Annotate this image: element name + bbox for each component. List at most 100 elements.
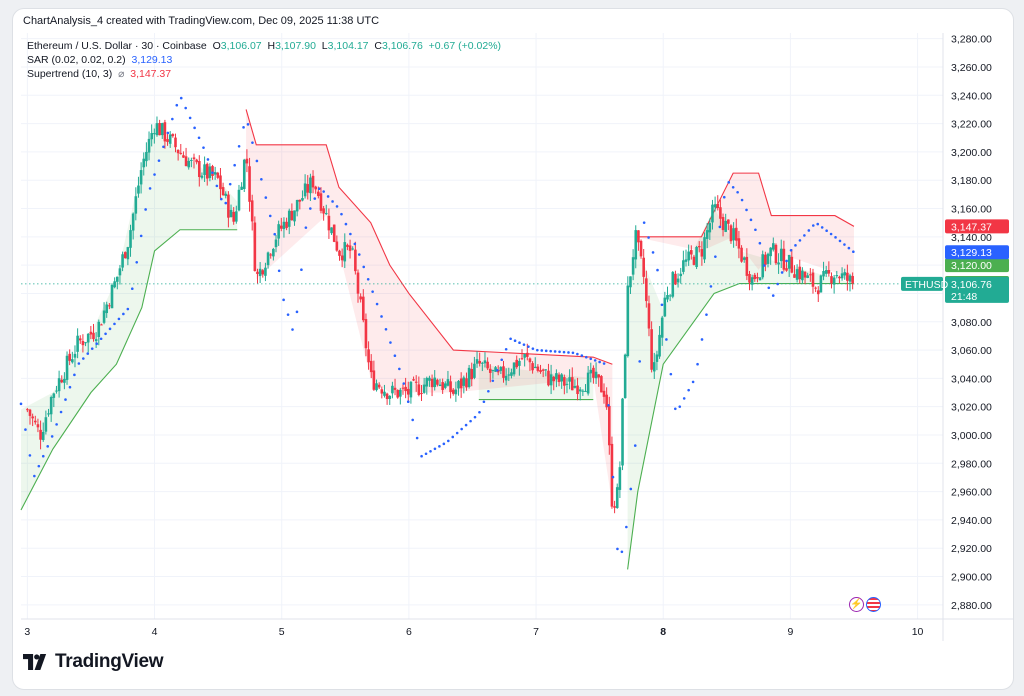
sar-dot bbox=[567, 351, 570, 354]
candle-body bbox=[438, 384, 442, 387]
sar-dot bbox=[286, 313, 290, 316]
candle-body bbox=[298, 199, 302, 202]
x-tick-label: 7 bbox=[533, 626, 539, 638]
y-tick-label: 3,140.00 bbox=[951, 232, 992, 244]
sar-dot bbox=[126, 307, 130, 311]
sar-dot bbox=[104, 332, 107, 336]
ticker-badge-bg bbox=[901, 276, 943, 291]
candle-body bbox=[822, 271, 825, 277]
sar-dot bbox=[398, 367, 401, 371]
candle-body bbox=[705, 230, 709, 239]
sar-dot bbox=[576, 352, 579, 356]
candle-body bbox=[589, 369, 593, 374]
candle-body bbox=[356, 272, 360, 294]
x-tick-label: 3 bbox=[24, 626, 30, 638]
sar-dot bbox=[785, 259, 788, 263]
sar-dot bbox=[803, 234, 806, 237]
candle-body bbox=[26, 409, 29, 411]
sar-dot bbox=[518, 341, 521, 345]
sar-dot bbox=[264, 196, 268, 199]
sar-dot bbox=[420, 454, 423, 458]
candle-body bbox=[137, 185, 140, 194]
candle-body bbox=[721, 217, 725, 231]
candle-body bbox=[690, 250, 693, 255]
candle-body bbox=[205, 163, 209, 179]
hidden-eye-icon[interactable]: ⌀ bbox=[118, 68, 125, 80]
tradingview-logo[interactable]: TradingView bbox=[23, 651, 164, 673]
candle-body bbox=[102, 310, 106, 323]
sar-dot bbox=[451, 435, 455, 439]
sar-dot bbox=[224, 201, 228, 205]
sar-dot bbox=[362, 265, 366, 269]
sar-dot bbox=[509, 337, 512, 341]
bottom-icons: ⚡ bbox=[849, 597, 881, 612]
open-label: O bbox=[212, 40, 221, 52]
sar-dot bbox=[838, 239, 842, 243]
candle-body bbox=[221, 187, 225, 196]
candle-body bbox=[176, 149, 180, 154]
candle-body bbox=[388, 395, 392, 399]
sar-dot bbox=[117, 317, 121, 321]
candle-body bbox=[409, 381, 413, 398]
chart-caption: ChartAnalysis_4 created with TradingView… bbox=[23, 15, 380, 27]
sar-dot bbox=[415, 436, 419, 440]
sar-dot bbox=[714, 255, 717, 258]
candle-body bbox=[793, 274, 796, 278]
candle-body bbox=[184, 156, 188, 167]
candle-body bbox=[803, 271, 807, 278]
sar-dot bbox=[113, 322, 116, 326]
candle-body bbox=[319, 193, 323, 211]
candle-body bbox=[824, 270, 828, 274]
sar-dot bbox=[304, 226, 308, 229]
candle-body bbox=[613, 506, 616, 508]
sar-dot bbox=[616, 547, 619, 551]
candle-body bbox=[430, 378, 434, 388]
flag-icon[interactable] bbox=[866, 597, 881, 612]
sar-dot bbox=[340, 212, 343, 216]
sar-dot bbox=[473, 415, 477, 419]
sar-dot bbox=[736, 190, 739, 194]
candle-body bbox=[235, 211, 238, 222]
sar-dot bbox=[705, 313, 708, 316]
y-tick-label: 3,220.00 bbox=[951, 119, 992, 131]
candle-body bbox=[47, 413, 50, 415]
candle-body bbox=[433, 377, 437, 388]
y-tick-label: 3,180.00 bbox=[951, 175, 992, 187]
candle-body bbox=[224, 193, 228, 196]
candle-body bbox=[782, 248, 786, 270]
candle-body bbox=[115, 276, 119, 282]
candle-body bbox=[327, 215, 331, 231]
sar-legend[interactable]: SAR (0.02, 0.02, 0.2) 3,129.13 bbox=[27, 54, 172, 66]
y-tick-label: 2,980.00 bbox=[951, 458, 992, 470]
y-tick-label: 3,160.00 bbox=[951, 204, 992, 216]
supertrend-price-tag-text: 3,147.37 bbox=[951, 221, 992, 233]
lightning-icon[interactable]: ⚡ bbox=[849, 597, 864, 612]
sar-dot bbox=[446, 439, 450, 443]
sar-dot bbox=[829, 232, 833, 236]
sar-dot bbox=[798, 239, 802, 242]
candle-body bbox=[623, 354, 627, 399]
candle-body bbox=[428, 377, 431, 381]
sar-dot bbox=[767, 286, 771, 290]
supertrend-legend[interactable]: Supertrend (10, 3) ⌀ 3,147.37 bbox=[27, 68, 171, 80]
candle-body bbox=[89, 331, 93, 335]
candle-body bbox=[60, 379, 64, 383]
sar-dot bbox=[384, 328, 388, 331]
sar-dot bbox=[718, 225, 722, 229]
candle-body bbox=[393, 387, 397, 390]
sar-dot bbox=[237, 144, 241, 148]
candle-body bbox=[734, 227, 738, 241]
sar-price-tag-text: 3,129.13 bbox=[951, 247, 992, 259]
candle-body bbox=[666, 294, 669, 300]
candle-body bbox=[190, 159, 193, 161]
candle-body bbox=[126, 247, 130, 260]
price-chart[interactable]: 2,880.00 2,900.00 2,920.00 2,940.00 2,960.00… bbox=[13, 9, 1013, 689]
candle-body bbox=[676, 278, 680, 283]
sar-dot bbox=[73, 373, 76, 377]
sar-dot bbox=[46, 445, 50, 448]
candle-body bbox=[317, 191, 320, 197]
candle-body bbox=[76, 335, 79, 352]
candle-body bbox=[539, 370, 542, 372]
candle-body bbox=[779, 248, 783, 262]
candle-body bbox=[547, 370, 550, 386]
